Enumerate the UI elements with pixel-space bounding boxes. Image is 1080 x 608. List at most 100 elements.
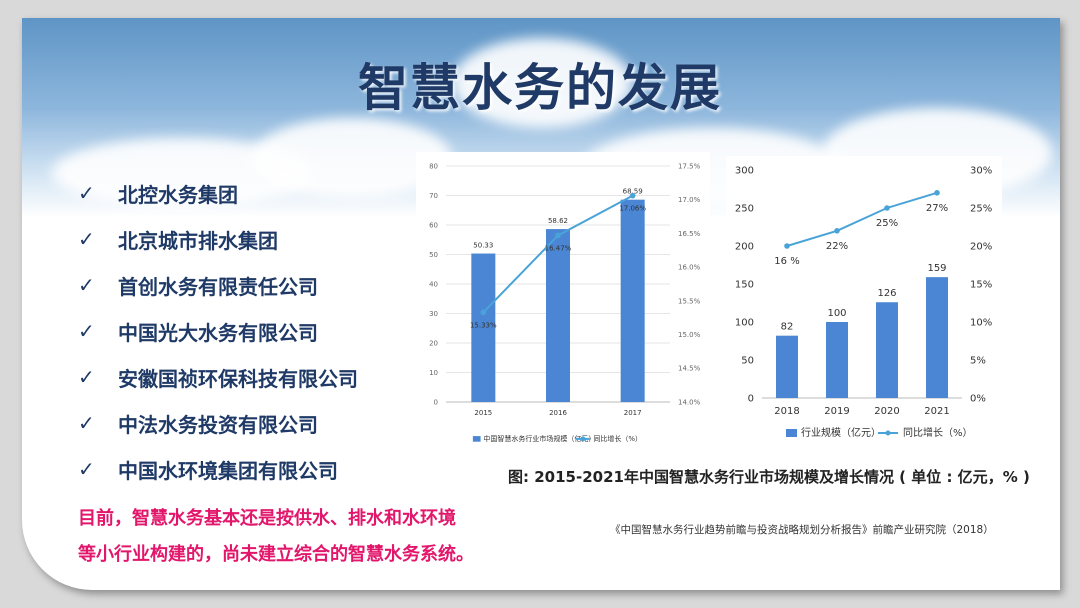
y-tick-label: 60 bbox=[429, 221, 438, 229]
y-tick-label: 20 bbox=[429, 339, 438, 347]
bar-value-label: 58.62 bbox=[548, 217, 568, 225]
y2-tick-label: 30% bbox=[970, 166, 992, 177]
company-name: 北京城市排水集团 bbox=[118, 228, 278, 253]
y-tick-label: 0 bbox=[434, 398, 438, 406]
y2-tick-label: 15.0% bbox=[678, 331, 701, 339]
company-name: 北控水务集团 bbox=[118, 182, 238, 207]
y2-tick-label: 17.5% bbox=[678, 162, 701, 170]
growth-value-label: 16.47% bbox=[545, 244, 572, 252]
bar-value-label: 82 bbox=[781, 322, 794, 333]
summary-note-line: 等小行业构建的，尚未建立综合的智慧水务系统。 bbox=[78, 544, 474, 565]
bar bbox=[620, 199, 645, 402]
legend-bar-swatch bbox=[472, 436, 481, 442]
y2-tick-label: 15.5% bbox=[678, 297, 701, 305]
bar-value-label: 100 bbox=[827, 308, 846, 319]
company-list-item: ✓ 中国水环境集团有限公司 bbox=[78, 446, 358, 492]
y-tick-label: 40 bbox=[429, 280, 438, 288]
bar bbox=[826, 322, 848, 398]
source-citation: 《中国智慧水务行业趋势前瞻与投资战略规划分析报告》前瞻产业研究院（2018） bbox=[610, 524, 994, 536]
summary-note-line: 目前，智慧水务基本还是按供水、排水和水环境 bbox=[78, 508, 456, 529]
check-icon: ✓ bbox=[78, 273, 95, 297]
growth-point bbox=[555, 232, 561, 239]
y-tick-label: 200 bbox=[735, 242, 754, 253]
y2-tick-label: 16.0% bbox=[678, 264, 701, 272]
bar bbox=[471, 253, 496, 402]
y2-tick-label: 5% bbox=[970, 356, 986, 367]
y-tick-label: 30 bbox=[429, 310, 438, 318]
growth-value-label: 15.33% bbox=[470, 321, 497, 329]
chart-2015-2017-svg: 0 10 20 30 40 50 60 70 80 14.0% 14.5% 15.0% 15.5% 16.… bbox=[429, 162, 701, 443]
company-name: 安徽国祯环保科技有限公司 bbox=[118, 366, 358, 391]
legend-line-label: 同比增长（%） bbox=[903, 426, 973, 439]
check-icon: ✓ bbox=[78, 319, 95, 343]
y2-tick-label: 20% bbox=[970, 242, 992, 253]
bar-value-label: 159 bbox=[927, 263, 946, 274]
growth-point bbox=[834, 228, 840, 234]
growth-value-label: 25% bbox=[876, 218, 898, 229]
market-size-chart-2015-2017: 0 10 20 30 40 50 60 70 80 14.0% 14.5% 15.0% 15.5% 16.… bbox=[416, 152, 710, 450]
y-tick-label: 300 bbox=[735, 166, 754, 177]
x-tick-label: 2021 bbox=[924, 406, 949, 417]
y2-tick-label: 14.0% bbox=[678, 398, 701, 406]
company-list-item: ✓ 中国光大水务有限公司 bbox=[78, 308, 358, 354]
check-icon: ✓ bbox=[78, 457, 95, 481]
x-tick-label: 2020 bbox=[874, 406, 899, 417]
y-tick-label: 50 bbox=[741, 356, 754, 367]
x-tick-label: 2019 bbox=[824, 406, 849, 417]
x-tick-label: 2016 bbox=[549, 409, 567, 417]
y-tick-label: 250 bbox=[735, 204, 754, 215]
growth-point bbox=[480, 309, 487, 316]
growth-value-label: 22% bbox=[826, 241, 848, 252]
company-list: ✓ 北控水务集团 ✓ 北京城市排水集团 ✓ 首创水务有限责任公司 ✓ 中国光大水务有限公司 ✓ 安… bbox=[78, 170, 358, 492]
y-tick-label: 50 bbox=[429, 251, 438, 259]
chart-caption: 图: 2015-2021年中国智慧水务行业市场规模及增长情况 ( 单位 : 亿元… bbox=[508, 468, 1030, 486]
bar-value-label: 126 bbox=[877, 288, 896, 299]
growth-point bbox=[629, 192, 636, 199]
check-icon: ✓ bbox=[78, 227, 95, 251]
bar-value-label: 50.33 bbox=[473, 242, 493, 250]
legend-bar-label: 行业规模（亿元） bbox=[801, 426, 881, 439]
bar bbox=[926, 277, 948, 398]
y-tick-label: 80 bbox=[429, 162, 438, 170]
y-tick-label: 70 bbox=[429, 192, 438, 200]
y-tick-label: 150 bbox=[735, 280, 754, 291]
summary-note: 目前，智慧水务基本还是按供水、排水和水环境 等小行业构建的，尚未建立综合的智慧水… bbox=[78, 501, 474, 573]
growth-value-label: 16 % bbox=[774, 256, 799, 267]
page-title: 智慧水务的发展 bbox=[358, 59, 722, 117]
bar bbox=[546, 229, 570, 402]
x-tick-label: 2015 bbox=[474, 409, 492, 417]
growth-value-label: 17.06% bbox=[619, 205, 646, 213]
legend-bar-label: 中国智慧水务行业市场规模（亿元） bbox=[483, 434, 595, 443]
legend-line-marker bbox=[580, 436, 586, 442]
y-tick-label: 0 bbox=[748, 394, 754, 405]
chart-2018-2021-svg: 0 50 100 150 200 250 300 0% 5% 10% 15% 20% 25% 30% 82 2… bbox=[735, 166, 992, 440]
growth-point bbox=[784, 243, 790, 249]
growth-line bbox=[786, 191, 938, 247]
bar bbox=[876, 302, 898, 398]
company-list-item: ✓ 安徽国祯环保科技有限公司 bbox=[78, 354, 358, 400]
company-list-item: ✓ 中法水务投资有限公司 bbox=[78, 400, 358, 446]
check-icon: ✓ bbox=[78, 365, 95, 389]
company-list-item: ✓ 首创水务有限责任公司 bbox=[78, 262, 358, 308]
y-tick-label: 100 bbox=[735, 318, 754, 329]
y-tick-label: 10 bbox=[429, 369, 438, 377]
company-name: 中国光大水务有限公司 bbox=[118, 320, 318, 345]
bar-value-label: 68.59 bbox=[623, 188, 643, 196]
y2-tick-label: 25% bbox=[970, 204, 992, 215]
company-name: 中国水环境集团有限公司 bbox=[118, 458, 338, 483]
check-icon: ✓ bbox=[78, 181, 95, 205]
bar bbox=[776, 335, 798, 398]
growth-point bbox=[884, 205, 890, 211]
legend-line-marker bbox=[885, 430, 891, 436]
company-name: 首创水务有限责任公司 bbox=[118, 274, 318, 299]
y2-tick-label: 15% bbox=[970, 280, 992, 291]
y2-tick-label: 14.5% bbox=[678, 365, 701, 373]
company-list-item: ✓ 北京城市排水集团 bbox=[78, 216, 358, 262]
legend-bar-swatch bbox=[786, 429, 797, 437]
market-size-chart-2018-2021: 0 50 100 150 200 250 300 0% 5% 10% 15% 20% 25% 30% 82 2… bbox=[726, 156, 1002, 446]
y2-tick-label: 17.0% bbox=[678, 196, 701, 204]
growth-point bbox=[934, 190, 940, 196]
y2-tick-label: 16.5% bbox=[678, 230, 701, 238]
x-tick-label: 2017 bbox=[624, 409, 642, 417]
company-name: 中法水务投资有限公司 bbox=[118, 412, 318, 437]
